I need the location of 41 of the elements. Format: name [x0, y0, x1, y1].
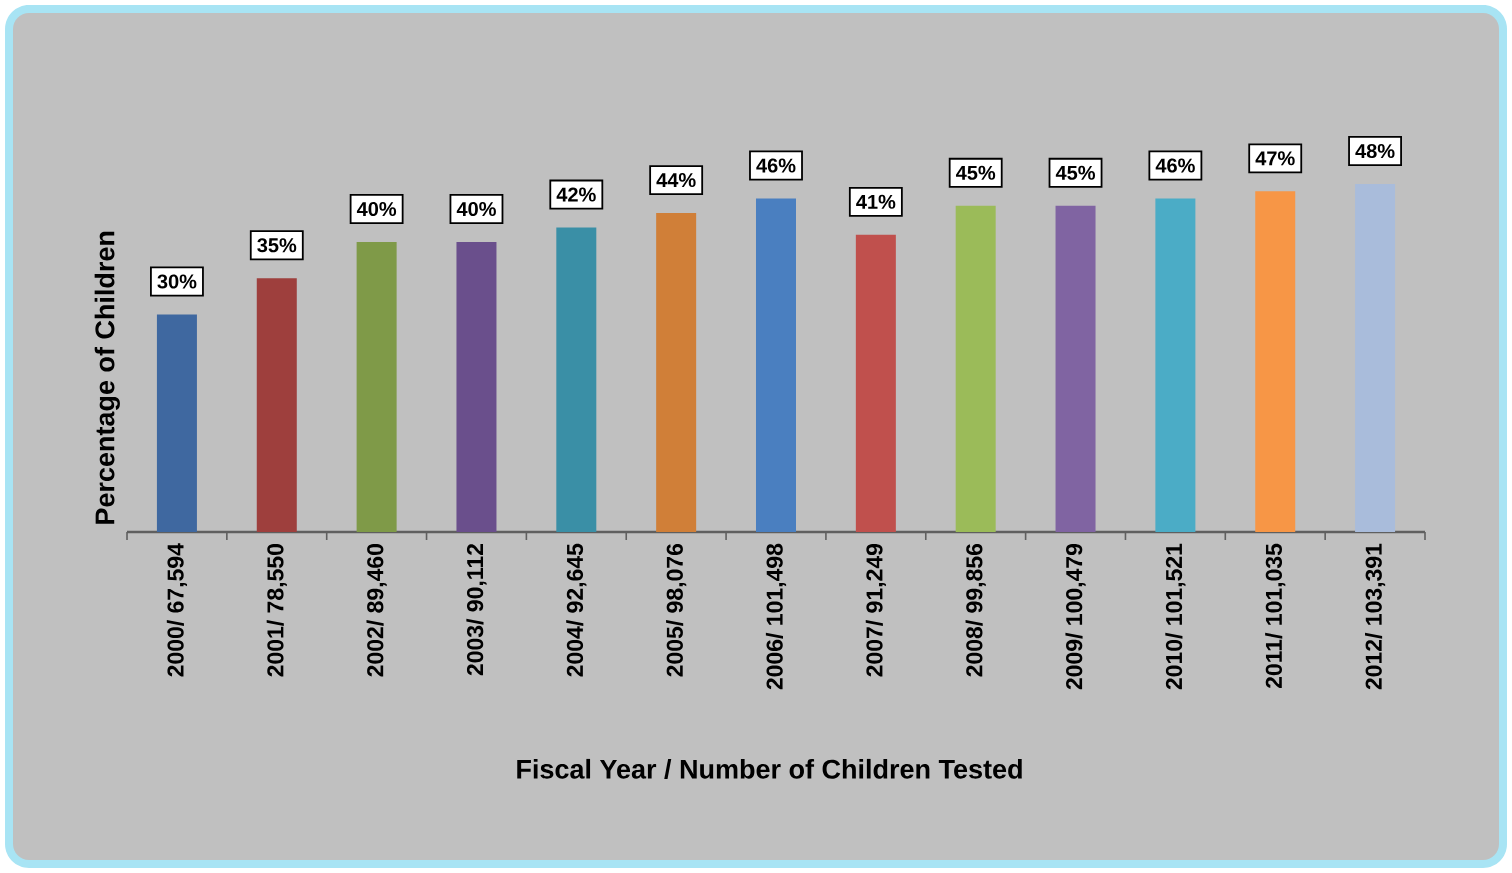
data-label: 35% — [257, 238, 297, 253]
x-tick-label: 2006/ 101,498 — [765, 543, 787, 690]
x-tick-label: 2005/ 98,076 — [666, 543, 687, 677]
data-label: 30% — [157, 274, 197, 289]
x-tick-label: 2004/ 92,645 — [566, 543, 587, 677]
data-label: 44% — [656, 173, 696, 188]
x-tick-label: 2010/ 101,521 — [1165, 543, 1186, 690]
bar — [1055, 205, 1096, 532]
bar — [1355, 184, 1396, 532]
data-label: 41% — [856, 194, 896, 209]
data-label: 45% — [1055, 165, 1096, 180]
bar — [1255, 191, 1296, 532]
x-tick-label: 2009/ 100,479 — [1065, 543, 1086, 690]
data-label: 46% — [1155, 158, 1195, 173]
x-tick-label: 2001/ 78,550 — [266, 544, 287, 677]
bar — [656, 213, 697, 532]
data-label: 47% — [1255, 151, 1295, 166]
x-tick-label: 2007/ 91,249 — [865, 543, 886, 677]
bar — [356, 242, 397, 532]
bar — [756, 198, 796, 532]
data-label: 40% — [356, 201, 397, 217]
x-tick-label: 2003/ 90,112 — [466, 544, 487, 676]
data-label: 40% — [456, 201, 496, 217]
bar — [256, 278, 297, 532]
data-label: 48% — [1355, 143, 1395, 159]
bar — [855, 234, 896, 532]
data-label: 46% — [756, 158, 796, 173]
bar — [1155, 198, 1196, 532]
y-axis-title: Percentage of Children — [94, 231, 120, 524]
data-label: 45% — [955, 165, 996, 180]
bar — [955, 205, 996, 532]
x-tick-label: 2000/ 67,594 — [166, 543, 188, 677]
x-tick-label: 2002/ 89,460 — [366, 544, 387, 677]
x-axis-title: Fiscal Year / Number of Children Tested — [517, 758, 1022, 780]
x-tick-label: 2011/ 101,035 — [1265, 543, 1286, 689]
x-tick-label: 2012/ 103,391 — [1364, 543, 1386, 690]
x-tick-label: 2008/ 99,856 — [965, 543, 986, 677]
data-label: 42% — [556, 187, 596, 202]
bar — [556, 227, 597, 532]
bar — [456, 242, 497, 532]
bar — [156, 314, 197, 532]
